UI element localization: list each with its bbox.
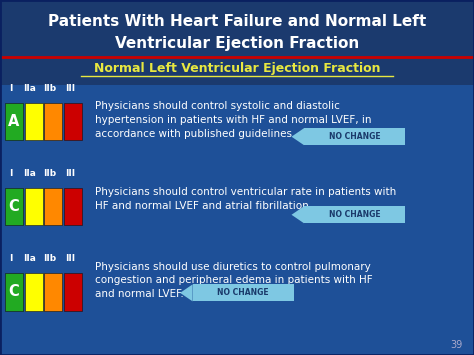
- FancyBboxPatch shape: [304, 206, 405, 223]
- Text: Physicians should control ventricular rate in patients with
HF and normal LVEF a: Physicians should control ventricular ra…: [95, 187, 396, 211]
- Text: III: III: [65, 169, 75, 178]
- Text: IIa: IIa: [23, 83, 36, 93]
- Text: C: C: [9, 199, 19, 214]
- Text: IIa: IIa: [23, 254, 36, 263]
- Text: I: I: [9, 254, 12, 263]
- Text: NO CHANGE: NO CHANGE: [218, 288, 269, 297]
- FancyBboxPatch shape: [5, 103, 23, 140]
- FancyBboxPatch shape: [0, 0, 474, 85]
- FancyBboxPatch shape: [0, 85, 474, 355]
- Polygon shape: [292, 128, 304, 145]
- FancyBboxPatch shape: [64, 273, 82, 311]
- Text: A: A: [8, 114, 19, 129]
- Text: Physicians should use diuretics to control pulmonary
congestion and peripheral e: Physicians should use diuretics to contr…: [95, 262, 373, 299]
- FancyBboxPatch shape: [304, 128, 405, 145]
- Polygon shape: [180, 284, 192, 301]
- FancyBboxPatch shape: [44, 103, 62, 140]
- Text: I: I: [9, 169, 12, 178]
- FancyBboxPatch shape: [44, 273, 62, 311]
- FancyBboxPatch shape: [44, 188, 62, 225]
- Text: C: C: [9, 284, 19, 300]
- Text: IIb: IIb: [43, 169, 56, 178]
- FancyBboxPatch shape: [64, 103, 82, 140]
- Text: III: III: [65, 83, 75, 93]
- Text: NO CHANGE: NO CHANGE: [329, 132, 381, 141]
- Polygon shape: [292, 206, 304, 223]
- Text: IIb: IIb: [43, 83, 56, 93]
- Text: I: I: [9, 83, 12, 93]
- Text: 39: 39: [450, 340, 462, 350]
- FancyBboxPatch shape: [5, 273, 23, 311]
- Text: III: III: [65, 254, 75, 263]
- Text: Physicians should control systolic and diastolic
hypertension in patients with H: Physicians should control systolic and d…: [95, 102, 371, 138]
- Text: IIa: IIa: [23, 169, 36, 178]
- Text: IIb: IIb: [43, 254, 56, 263]
- FancyBboxPatch shape: [64, 188, 82, 225]
- FancyBboxPatch shape: [25, 188, 43, 225]
- FancyBboxPatch shape: [25, 103, 43, 140]
- Text: NO CHANGE: NO CHANGE: [329, 210, 381, 219]
- Text: Ventricular Ejection Fraction: Ventricular Ejection Fraction: [115, 36, 359, 51]
- Text: Patients With Heart Failure and Normal Left: Patients With Heart Failure and Normal L…: [48, 14, 426, 29]
- Text: Normal Left Ventricular Ejection Fraction: Normal Left Ventricular Ejection Fractio…: [94, 62, 380, 75]
- FancyBboxPatch shape: [5, 188, 23, 225]
- FancyBboxPatch shape: [25, 273, 43, 311]
- FancyBboxPatch shape: [192, 284, 294, 301]
